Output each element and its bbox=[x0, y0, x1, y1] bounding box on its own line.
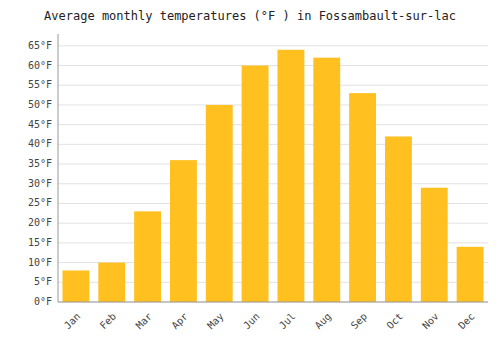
grid-line bbox=[58, 302, 488, 303]
grid-line bbox=[58, 183, 488, 184]
bar bbox=[385, 136, 412, 302]
x-tick-label: Jun bbox=[241, 311, 262, 332]
y-tick-label: 0°F bbox=[34, 296, 52, 307]
y-tick-label: 20°F bbox=[28, 217, 52, 228]
chart: Average monthly temperatures (°F ) in Fo… bbox=[0, 0, 500, 350]
x-tick-label: Jan bbox=[62, 311, 83, 332]
x-tick-label: Nov bbox=[420, 311, 441, 332]
bars bbox=[62, 50, 483, 302]
y-tick-label: 55°F bbox=[28, 79, 52, 90]
grid bbox=[58, 46, 488, 302]
bar bbox=[313, 58, 340, 302]
x-axis-line bbox=[58, 302, 488, 303]
y-tick-label: 45°F bbox=[28, 119, 52, 130]
y-tick-label: 25°F bbox=[28, 197, 52, 208]
title: Average monthly temperatures (°F ) in Fo… bbox=[44, 9, 456, 23]
y-tick-label: 30°F bbox=[28, 178, 52, 189]
y-tick-label: 40°F bbox=[28, 138, 52, 149]
x-tick-label: Aug bbox=[313, 311, 334, 332]
y-tick-label: 5°F bbox=[34, 276, 52, 287]
x-tick-label: Apr bbox=[169, 311, 190, 332]
bar bbox=[134, 211, 161, 302]
y-tick-label: 60°F bbox=[28, 60, 52, 71]
bar bbox=[170, 160, 197, 302]
grid-line bbox=[58, 144, 488, 145]
x-tick-label: Oct bbox=[384, 311, 405, 332]
y-tick-label: 35°F bbox=[28, 158, 52, 169]
y-tick-label: 10°F bbox=[28, 257, 52, 268]
grid-line bbox=[58, 164, 488, 165]
grid-line bbox=[58, 45, 488, 46]
x-tick-label: Jul bbox=[277, 311, 298, 332]
x-tick-label: Sep bbox=[349, 311, 370, 332]
x-tick-label: May bbox=[205, 311, 226, 332]
y-axis-line bbox=[58, 34, 59, 302]
bar bbox=[98, 263, 125, 302]
y-tick-label: 65°F bbox=[28, 40, 52, 51]
grid-line bbox=[58, 124, 488, 125]
x-axis: Jan Feb Mar Apr May Jun Jul Aug Sep Oct Nov Dec bbox=[62, 311, 477, 332]
bar bbox=[242, 66, 269, 302]
bar bbox=[277, 50, 304, 302]
y-tick-label: 15°F bbox=[28, 237, 52, 248]
bar bbox=[421, 188, 448, 302]
grid-line bbox=[58, 104, 488, 105]
grid-line bbox=[58, 65, 488, 66]
y-tick-label: 50°F bbox=[28, 99, 52, 110]
bar bbox=[206, 105, 233, 302]
bar bbox=[349, 93, 376, 302]
y-axis: 0°F 5°F 10°F 15°F 20°F 25°F 30°F 35°F 40°F 45°F 50… bbox=[28, 40, 52, 307]
grid-line bbox=[58, 85, 488, 86]
bar bbox=[457, 247, 484, 302]
bar bbox=[62, 270, 89, 302]
x-tick-label: Dec bbox=[456, 311, 477, 332]
x-tick-label: Mar bbox=[134, 311, 155, 332]
x-tick-label: Feb bbox=[98, 311, 119, 332]
